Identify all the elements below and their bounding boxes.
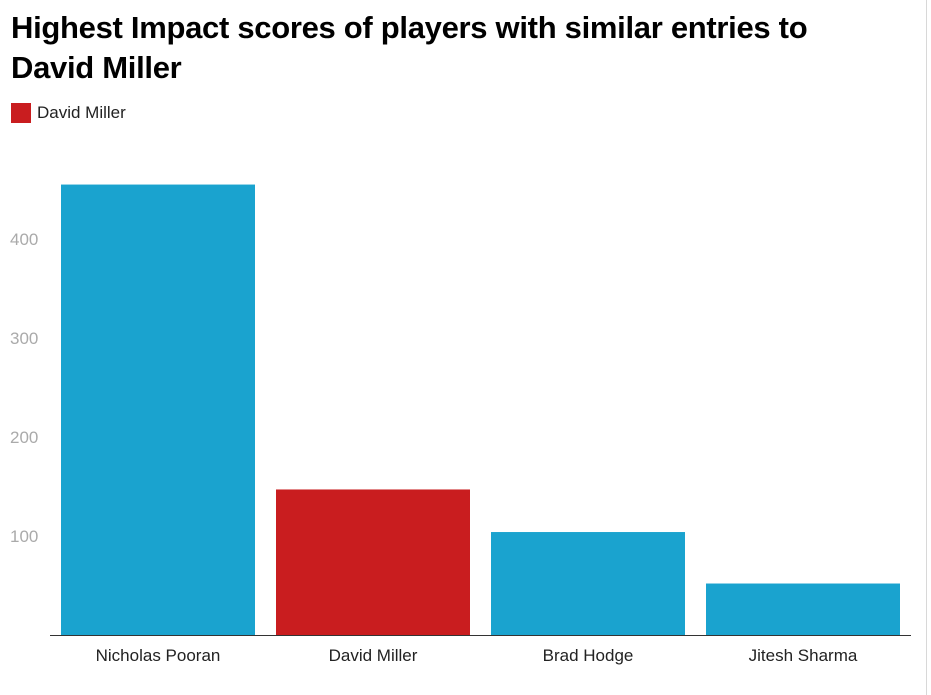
chart-title: Highest Impact scores of players with si…	[11, 10, 808, 85]
y-tick-label-300: 300	[10, 329, 38, 348]
bar-nicholas-pooran	[61, 184, 255, 636]
y-tick-label-100: 100	[10, 527, 38, 546]
x-label-nicholas-pooran: Nicholas Pooran	[96, 646, 221, 665]
right-edge-rule	[926, 0, 927, 695]
legend-swatch-david-miller	[11, 103, 31, 123]
bar-brad-hodge	[491, 532, 685, 635]
x-label-jitesh-sharma: Jitesh Sharma	[749, 646, 858, 665]
x-label-brad-hodge: Brad Hodge	[543, 646, 634, 665]
legend: David Miller	[11, 103, 126, 123]
x-label-david-miller: David Miller	[329, 646, 418, 665]
bars	[61, 184, 900, 636]
legend-label-david-miller: David Miller	[37, 103, 126, 122]
y-axis-ticks: 100 200 300 400	[10, 230, 38, 546]
x-axis-labels: Nicholas Pooran David Miller Brad Hodge Jit…	[96, 646, 858, 665]
y-tick-label-200: 200	[10, 428, 38, 447]
y-tick-label-400: 400	[10, 230, 38, 249]
bar-david-miller	[276, 489, 470, 635]
bar-jitesh-sharma	[706, 583, 900, 635]
